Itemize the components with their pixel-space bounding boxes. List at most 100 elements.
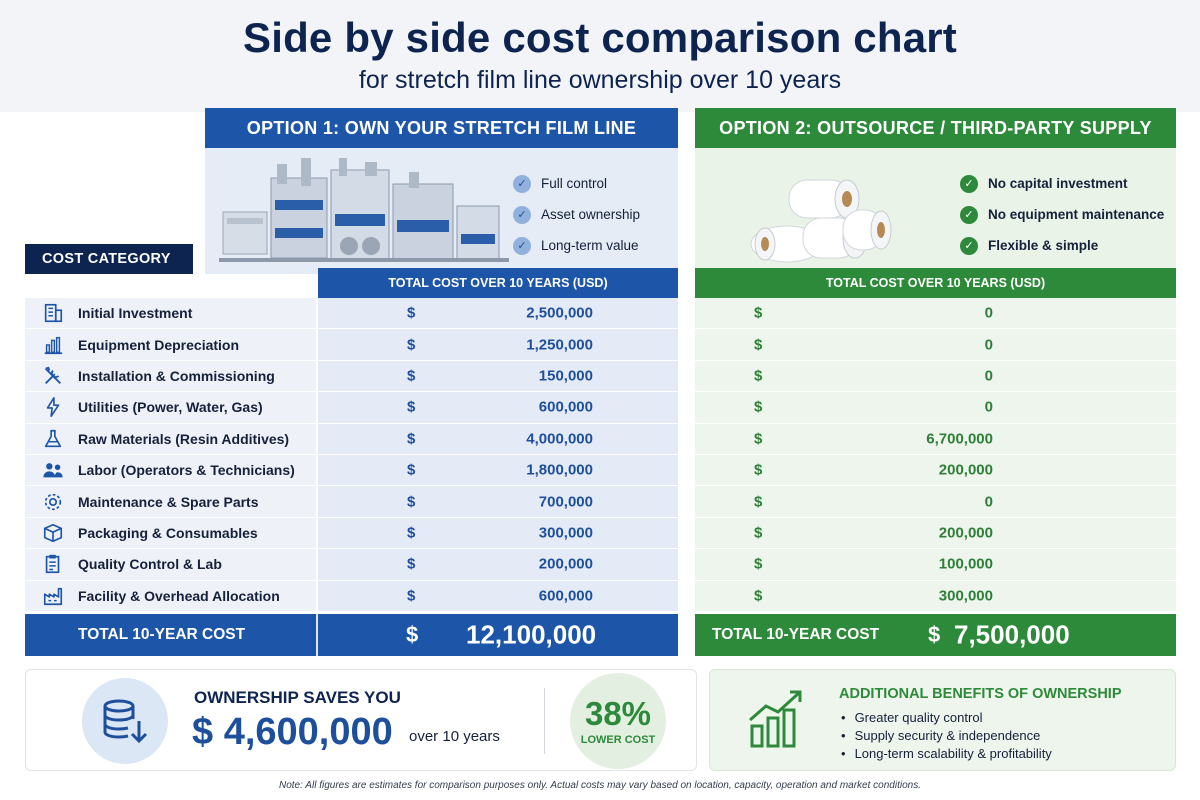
feature-item: ✓ No equipment maintenance (960, 199, 1164, 230)
benefit-item: Long-term scalability & profitability (841, 744, 1052, 762)
option2-total-row: TOTAL 10-YEAR COST $ 7,500,000 (695, 614, 1176, 656)
currency-symbol: $ (754, 555, 763, 573)
total-divider (316, 614, 318, 656)
savings-label: OWNERSHIP SAVES YOU (194, 688, 401, 707)
page-title: Side by side cost comparison chart (242, 14, 957, 61)
category-label: Initial Investment (78, 305, 193, 322)
building-icon (41, 302, 65, 324)
option2-features: ✓ No capital investment ✓ No equipment mai… (960, 168, 1164, 261)
benefit-item: Supply security & independence (841, 726, 1052, 744)
flask-icon (41, 428, 65, 450)
option1-cost-value: 600,000 (538, 398, 593, 416)
option2-cost-value: 0 (984, 367, 993, 385)
option2-panel: ✓ No capital investment ✓ No equipment mai… (695, 148, 1176, 274)
option2-cost-cell: $0 (695, 360, 1176, 393)
option1-cost-cell: $600,000 (318, 392, 678, 424)
check-icon: ✓ (960, 236, 978, 255)
option2-cost-cell: $200,000 (695, 454, 1176, 487)
currency-symbol: $ (754, 524, 763, 542)
feature-item: ✓ No capital investment (960, 168, 1164, 199)
option1-cost-cell: $300,000 (318, 517, 678, 550)
category-cell: Equipment Depreciation (25, 329, 316, 361)
table-row: Equipment Depreciation $1,250,000 $0 (25, 329, 1176, 361)
benefits-list: Greater quality control Supply security … (841, 708, 1052, 762)
percent-label: LOWER COST (580, 733, 656, 746)
option2-cost-value: 0 (984, 336, 993, 354)
currency-symbol: $ (754, 587, 763, 605)
option1-total-row: TOTAL 10-YEAR COST $ 12,100,000 (25, 614, 678, 656)
option1-header: OPTION 1: OWN YOUR STRETCH FILM LINE (205, 108, 678, 148)
option1-total-value: 12,100,000 (466, 619, 597, 650)
box-icon (41, 522, 65, 544)
currency-symbol: $ (407, 555, 416, 573)
option2-cost-value: 300,000 (938, 587, 993, 605)
header-background (0, 0, 1200, 112)
option1-cost-cell: $4,000,000 (318, 423, 678, 455)
feature-item: ✓ Full control (513, 168, 640, 199)
cost-category-header: COST CATEGORY (25, 244, 193, 274)
table-row: Initial Investment $2,500,000 $0 (25, 298, 1176, 330)
table-row: Raw Materials (Resin Additives) $4,000,00… (25, 423, 1176, 455)
option2-cost-cell: $6,700,000 (695, 423, 1176, 455)
option1-cost-value: 1,800,000 (526, 461, 593, 479)
category-cell: Quality Control & Lab (25, 549, 316, 581)
page-subtitle: for stretch film line ownership over 10 … (358, 66, 842, 94)
feature-item: ✓ Asset ownership (513, 199, 640, 230)
category-label: Labor (Operators & Technicians) (78, 462, 295, 479)
growth-chart-icon (749, 690, 802, 748)
option2-column-header: TOTAL COST OVER 10 YEARS (USD) (695, 268, 1176, 298)
category-cell: Raw Materials (Resin Additives) (25, 423, 316, 455)
percent-badge: 38% LOWER COST (570, 673, 666, 769)
people-icon (41, 459, 65, 481)
total-label: TOTAL 10-YEAR COST (712, 626, 880, 643)
option1-cost-cell: $1,250,000 (318, 329, 678, 361)
currency-symbol: $ (407, 493, 416, 511)
category-cell: Installation & Commissioning (25, 360, 316, 393)
option2-cost-cell: $300,000 (695, 580, 1176, 612)
option2-cost-cell: $0 (695, 392, 1176, 424)
table-row: Maintenance & Spare Parts $700,000 $0 (25, 486, 1176, 518)
feature-item: ✓ Long-term value (513, 230, 640, 261)
table-row: Quality Control & Lab $200,000 $100,000 (25, 549, 1176, 581)
table-row: Packaging & Consumables $300,000 $200,000 (25, 517, 1176, 550)
option1-cost-value: 700,000 (538, 493, 593, 511)
benefits-title: ADDITIONAL BENEFITS OF OWNERSHIP (839, 686, 1122, 702)
option2-cost-value: 0 (984, 304, 993, 322)
option2-total-value: 7,500,000 (954, 619, 1070, 650)
table-row: Installation & Commissioning $150,000 $0 (25, 360, 1176, 393)
category-label: Utilities (Power, Water, Gas) (78, 399, 263, 416)
lightning-icon (41, 396, 65, 418)
total-currency: $ (928, 622, 941, 647)
currency-symbol: $ (407, 336, 416, 354)
option1-cost-value: 300,000 (538, 524, 593, 542)
gear-icon (41, 491, 65, 513)
check-icon: ✓ (513, 205, 531, 224)
option2-cost-cell: $0 (695, 298, 1176, 330)
currency-symbol: $ (754, 336, 763, 354)
option1-cost-cell: $200,000 (318, 549, 678, 581)
option2-header: OPTION 2: OUTSOURCE / THIRD-PARTY SUPPLY (695, 108, 1176, 148)
category-cell: Facility & Overhead Allocation (25, 580, 316, 612)
extrusion-line-image (219, 154, 509, 270)
cost-table: Initial Investment $2,500,000 $0 Equipment … (25, 298, 1176, 612)
option2-cost-value: 0 (984, 398, 993, 416)
option1-column-header: TOTAL COST OVER 10 YEARS (USD) (318, 268, 678, 298)
option2-cost-value: 200,000 (938, 524, 993, 542)
category-label: Quality Control & Lab (78, 556, 222, 573)
percent-value: 38% (584, 694, 652, 732)
currency-symbol: $ (754, 304, 763, 322)
currency-symbol: $ (754, 398, 763, 416)
category-label: Facility & Overhead Allocation (78, 587, 280, 604)
option1-cost-value: 4,000,000 (526, 430, 593, 448)
option1-cost-cell: $600,000 (318, 580, 678, 612)
category-cell: Labor (Operators & Technicians) (25, 454, 316, 487)
benefit-item: Greater quality control (841, 708, 1052, 726)
currency-symbol: $ (407, 430, 416, 448)
benefits-panel: ADDITIONAL BENEFITS OF OWNERSHIP Greater… (709, 669, 1176, 771)
option2-cost-value: 6,700,000 (926, 430, 993, 448)
category-label: Installation & Commissioning (78, 367, 275, 384)
currency-symbol: $ (407, 587, 416, 605)
savings-divider (544, 688, 545, 754)
table-row: Utilities (Power, Water, Gas) $600,000 $0 (25, 392, 1176, 424)
option2-cost-value: 100,000 (938, 555, 993, 573)
